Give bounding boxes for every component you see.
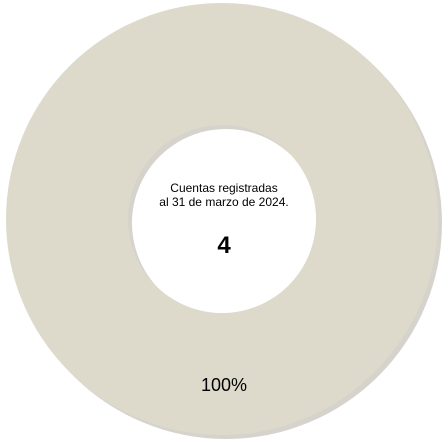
center-value: 4 <box>217 232 231 259</box>
center-caption: Cuentas registradas al 31 de marzo de 20… <box>124 181 324 209</box>
donut-slice-1 <box>6 3 438 435</box>
slice-percentage-label: 100% <box>200 375 248 395</box>
center-caption-line-1: Cuentas registradas <box>170 181 278 195</box>
center-caption-line-2: al 31 de marzo de 2024. <box>159 195 289 209</box>
